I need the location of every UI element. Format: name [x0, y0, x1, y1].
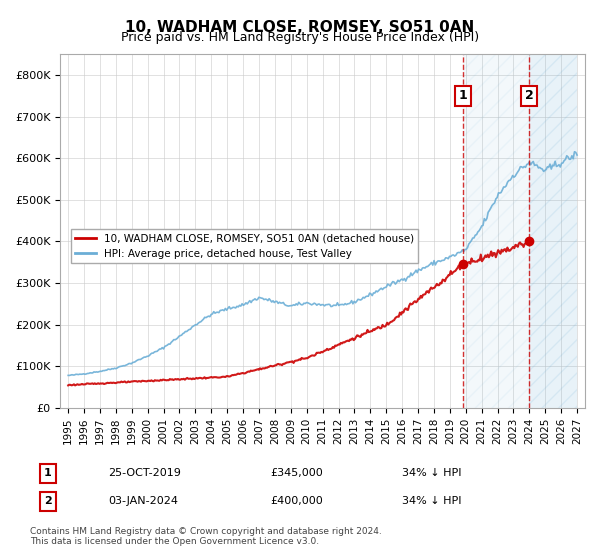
Text: £345,000: £345,000	[270, 468, 323, 478]
Text: 03-JAN-2024: 03-JAN-2024	[108, 496, 178, 506]
Legend: 10, WADHAM CLOSE, ROMSEY, SO51 0AN (detached house), HPI: Average price, detache: 10, WADHAM CLOSE, ROMSEY, SO51 0AN (deta…	[71, 229, 418, 263]
Text: 25-OCT-2019: 25-OCT-2019	[108, 468, 181, 478]
Text: Price paid vs. HM Land Registry's House Price Index (HPI): Price paid vs. HM Land Registry's House …	[121, 31, 479, 44]
Text: 34% ↓ HPI: 34% ↓ HPI	[402, 468, 461, 478]
Text: £400,000: £400,000	[270, 496, 323, 506]
Text: Contains HM Land Registry data © Crown copyright and database right 2024.
This d: Contains HM Land Registry data © Crown c…	[30, 526, 382, 546]
Text: 2: 2	[525, 90, 534, 102]
Text: 10, WADHAM CLOSE, ROMSEY, SO51 0AN: 10, WADHAM CLOSE, ROMSEY, SO51 0AN	[125, 20, 475, 35]
Bar	[463, 54, 529, 408]
Text: 1: 1	[44, 468, 52, 478]
Bar	[529, 54, 577, 408]
Text: 34% ↓ HPI: 34% ↓ HPI	[402, 496, 461, 506]
Text: 1: 1	[458, 90, 467, 102]
Text: 2: 2	[44, 496, 52, 506]
